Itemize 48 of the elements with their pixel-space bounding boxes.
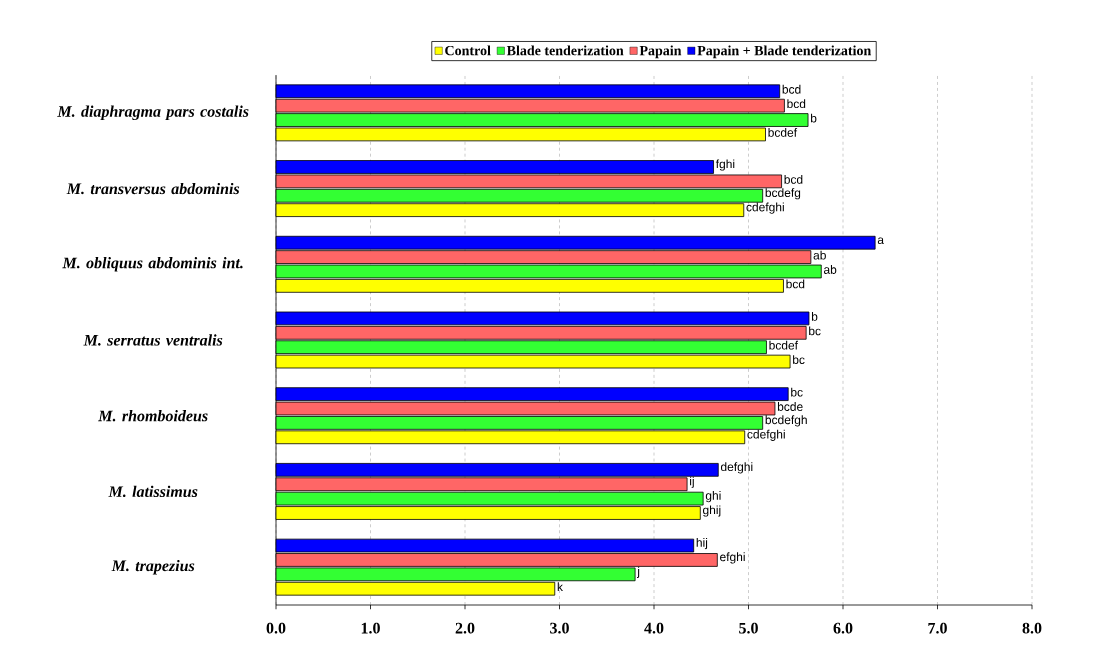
data-label: k: [557, 582, 563, 592]
data-label: efghi: [720, 552, 745, 564]
data-label: bcd: [782, 84, 801, 94]
data-label: j: [637, 566, 640, 578]
legend-label: Papain + Blade tenderization: [697, 45, 872, 59]
data-label: bcdef: [769, 340, 799, 350]
data-label: bcdef: [768, 128, 798, 137]
data-label: hij: [696, 537, 708, 550]
data-label: bcdefg: [765, 188, 801, 200]
y-tick-label: M. rhomboideus: [98, 410, 208, 422]
x-tick-label: 7.0: [928, 622, 947, 634]
data-label: ghij: [703, 505, 721, 517]
data-label: cdefghi: [747, 429, 785, 441]
legend-label: Papain: [639, 45, 682, 59]
data-label: bc: [791, 387, 803, 397]
data-label: b: [811, 312, 818, 321]
data-label: cdefghi: [746, 202, 784, 214]
y-tick-label: M. transversus abdominis: [66, 182, 240, 195]
data-label: bc: [809, 326, 821, 336]
y-tick-label: M. trapezius: [111, 559, 195, 575]
x-tick-label: 1.0: [361, 622, 380, 634]
data-label: bcd: [786, 279, 805, 289]
data-label: defghi: [720, 462, 753, 474]
data-label: ij: [690, 476, 694, 488]
data-label: b: [811, 113, 817, 123]
x-tick-label: 8.0: [1022, 622, 1042, 634]
x-tick-label: 4.0: [644, 622, 664, 634]
data-label: ab: [823, 265, 837, 274]
x-tick-label: 5.0: [739, 622, 758, 634]
data-label: ghi: [705, 491, 721, 503]
x-tick-label: 6.0: [833, 622, 853, 634]
x-tick-label: 0.0: [266, 622, 286, 634]
x-tick-label: 3.0: [550, 622, 569, 634]
data-label: bc: [793, 355, 805, 364]
y-tick-label: M. obliquus abdominis int.: [62, 257, 243, 272]
data-label: ab: [813, 250, 826, 260]
data-label: fghi: [715, 159, 735, 171]
y-tick-label: M. diaphragma pars costalis: [57, 105, 249, 121]
legend-label: Blade tenderization: [506, 45, 624, 56]
legend-label: Control: [445, 45, 491, 56]
data-label: bcd: [784, 174, 803, 184]
x-tick-label: 2.0: [455, 622, 475, 634]
data-label: bcde: [777, 402, 803, 411]
data-label: a: [877, 237, 884, 245]
y-tick-label: M. serratus ventralis: [83, 334, 223, 346]
data-label: bcdefgh: [765, 415, 807, 427]
data-label: bcd: [787, 99, 806, 109]
y-tick-label: M. latissimus: [108, 485, 198, 498]
